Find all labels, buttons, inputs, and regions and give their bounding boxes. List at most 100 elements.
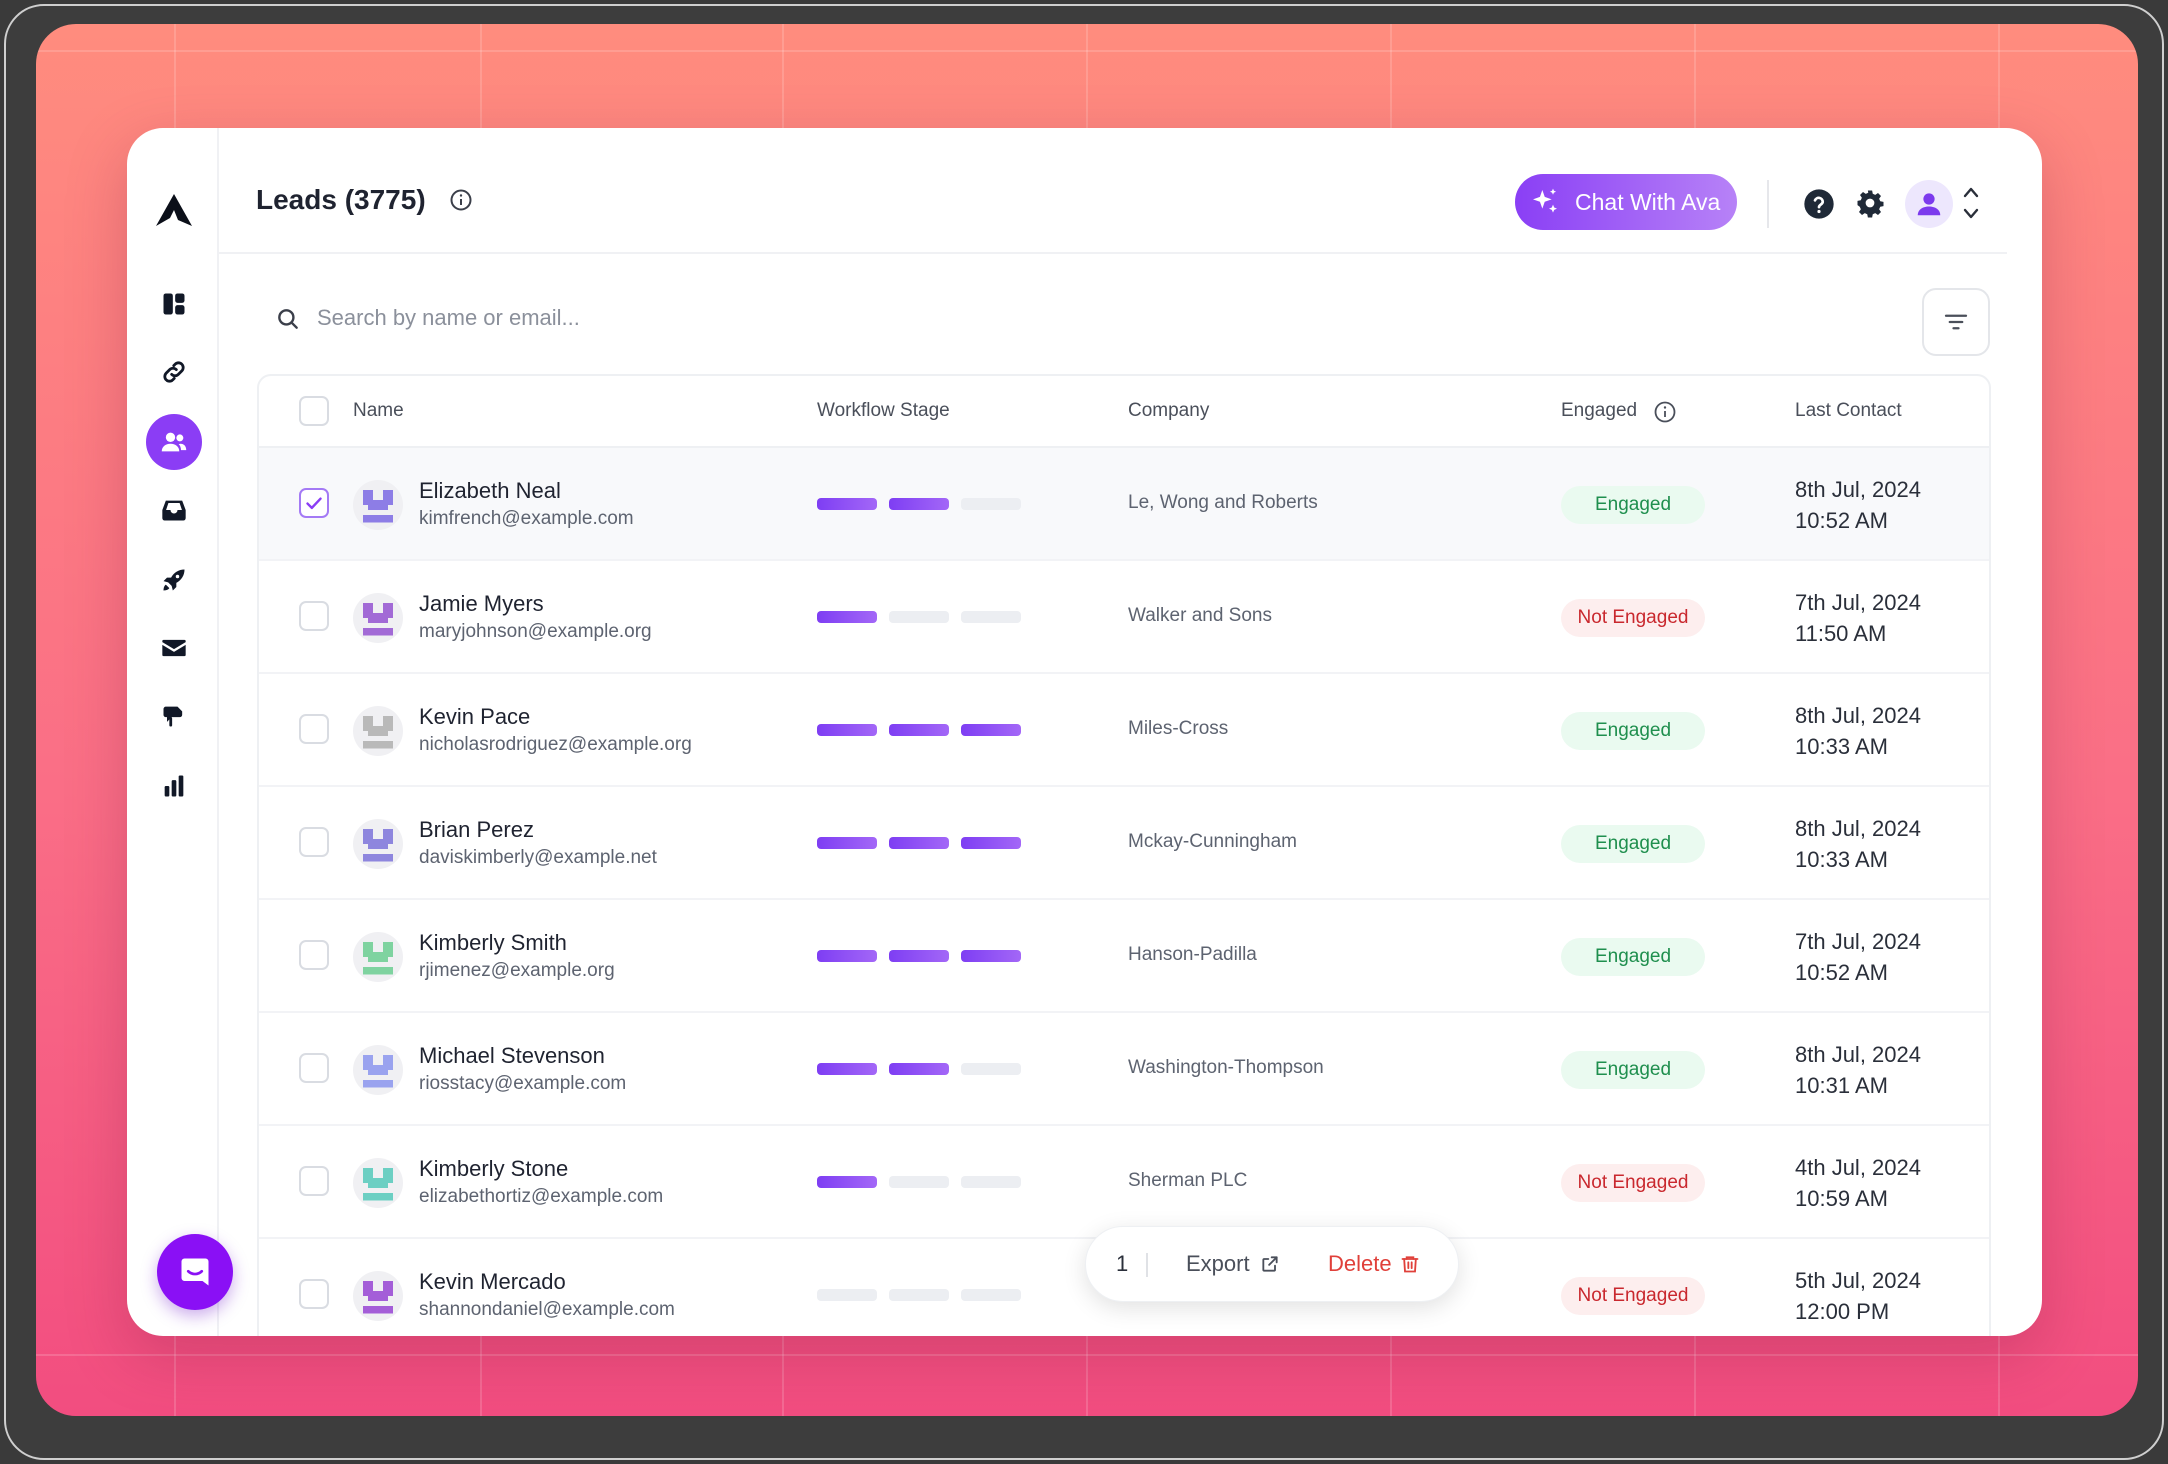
column-header-company[interactable]: Company: [1128, 400, 1210, 421]
company-name: Sherman PLC: [1128, 1170, 1248, 1191]
column-header-name[interactable]: Name: [353, 400, 404, 421]
last-contact-time: 10:52 AM: [1795, 508, 1888, 533]
workflow-stage-segment: [817, 837, 877, 849]
lead-name[interactable]: Kevin Pace: [419, 704, 531, 729]
last-contact-time: 10:33 AM: [1795, 847, 1888, 872]
last-contact: 4th Jul, 2024 10:59 AM: [1795, 1152, 1921, 1214]
workflow-stage-segment: [961, 611, 1021, 623]
row-checkbox[interactable]: [299, 488, 329, 518]
lead-avatar: [353, 480, 403, 530]
row-checkbox[interactable]: [299, 940, 329, 970]
action-bar-divider: [1146, 1253, 1148, 1277]
select-all-checkbox[interactable]: [299, 396, 329, 426]
company-name: Hanson-Padilla: [1128, 944, 1257, 965]
row-checkbox[interactable]: [299, 1053, 329, 1083]
table-row[interactable]: Kevin Mercado shannondaniel@example.com …: [259, 1239, 1989, 1336]
last-contact: 8th Jul, 2024 10:31 AM: [1795, 1039, 1921, 1101]
workflow-stage-segment: [817, 724, 877, 736]
delete-label: Delete: [1328, 1251, 1392, 1276]
workflow-stage-segment: [817, 1289, 877, 1301]
lead-name[interactable]: Michael Stevenson: [419, 1043, 605, 1068]
workflow-stage-progress: [817, 1063, 1021, 1075]
support-chat-button[interactable]: [157, 1234, 233, 1310]
workflow-stage-progress: [817, 950, 1021, 962]
grid-line: [36, 1354, 2138, 1356]
workflow-stage-progress: [817, 611, 1021, 623]
sidebar-item-mail[interactable]: [146, 620, 202, 676]
search-input[interactable]: [317, 296, 1317, 340]
table-row[interactable]: Kimberly Smith rjimenez@example.org Hans…: [259, 900, 1989, 1013]
filter-button[interactable]: [1922, 288, 1990, 356]
table-header: Name Workflow Stage Company Engaged Last…: [259, 376, 1989, 448]
workflow-stage-segment: [889, 724, 949, 736]
lead-name[interactable]: Kevin Mercado: [419, 1269, 566, 1294]
table-row[interactable]: Michael Stevenson riosstacy@example.com …: [259, 1013, 1989, 1126]
workflow-stage-segment: [961, 1176, 1021, 1188]
row-checkbox[interactable]: [299, 601, 329, 631]
info-icon[interactable]: [449, 188, 473, 212]
lead-email: shannondaniel@example.com: [419, 1299, 675, 1320]
app-logo-icon[interactable]: [154, 192, 194, 228]
leads-card: Leads (3775) Chat With Ava Name Workflow…: [127, 128, 2042, 1336]
engagement-badge: Engaged: [1561, 825, 1705, 863]
table-row[interactable]: Kevin Pace nicholasrodriguez@example.org…: [259, 674, 1989, 787]
sidebar-item-dashboard[interactable]: [146, 276, 202, 332]
sidebar-item-announcements[interactable]: [146, 688, 202, 744]
delete-button[interactable]: Delete: [1328, 1251, 1420, 1277]
workflow-stage-segment: [889, 1176, 949, 1188]
row-checkbox[interactable]: [299, 714, 329, 744]
export-label: Export: [1186, 1251, 1250, 1276]
workflow-stage-segment: [817, 950, 877, 962]
lead-avatar: [353, 1158, 403, 1208]
mail-icon: [162, 639, 186, 657]
last-contact: 7th Jul, 2024 10:52 AM: [1795, 926, 1921, 988]
last-contact: 8th Jul, 2024 10:33 AM: [1795, 813, 1921, 875]
engagement-badge: Not Engaged: [1561, 1164, 1705, 1202]
lead-name[interactable]: Jamie Myers: [419, 591, 544, 616]
sidebar-item-inbox[interactable]: [146, 482, 202, 538]
export-button[interactable]: Export: [1186, 1251, 1280, 1277]
column-header-engaged[interactable]: Engaged: [1561, 400, 1638, 421]
table-row[interactable]: Brian Perez daviskimberly@example.net Mc…: [259, 787, 1989, 900]
last-contact-date: 8th Jul, 2024: [1795, 477, 1921, 502]
row-checkbox[interactable]: [299, 1166, 329, 1196]
engaged-info-icon[interactable]: [1653, 400, 1677, 424]
workflow-stage-segment: [889, 1289, 949, 1301]
row-checkbox[interactable]: [299, 827, 329, 857]
workflow-stage-segment: [817, 498, 877, 510]
row-checkbox[interactable]: [299, 1279, 329, 1309]
inbox-icon: [162, 500, 186, 521]
workflow-stage-segment: [889, 950, 949, 962]
workflow-stage-segment: [961, 1063, 1021, 1075]
gear-icon[interactable]: [1855, 188, 1885, 218]
selected-count: 1: [1116, 1251, 1129, 1276]
header-divider: [1767, 180, 1769, 228]
sidebar-item-leads[interactable]: [146, 414, 202, 470]
lead-name[interactable]: Kimberly Stone: [419, 1156, 569, 1181]
lead-name[interactable]: Brian Perez: [419, 817, 534, 842]
column-header-last-contact[interactable]: Last Contact: [1795, 400, 1902, 421]
lead-name[interactable]: Kimberly Smith: [419, 930, 567, 955]
sidebar-item-analytics[interactable]: [146, 758, 202, 814]
sidebar-item-campaigns[interactable]: [146, 552, 202, 608]
help-icon[interactable]: [1803, 188, 1835, 220]
chat-with-ava-button[interactable]: Chat With Ava: [1515, 174, 1737, 230]
table-row[interactable]: Elizabeth Neal kimfrench@example.com Le,…: [259, 448, 1989, 561]
lead-email: rjimenez@example.org: [419, 960, 615, 981]
table-row[interactable]: Jamie Myers maryjohnson@example.org Walk…: [259, 561, 1989, 674]
chevron-updown-icon[interactable]: [1961, 184, 1981, 222]
user-avatar-button[interactable]: [1905, 180, 1953, 228]
sidebar: [127, 128, 233, 1336]
lead-name[interactable]: Elizabeth Neal: [419, 478, 561, 503]
column-header-workflow-stage[interactable]: Workflow Stage: [817, 400, 950, 421]
company-name: Washington-Thompson: [1128, 1057, 1324, 1078]
workflow-stage-segment: [889, 1063, 949, 1075]
company-name: Walker and Sons: [1128, 605, 1272, 626]
sidebar-item-links[interactable]: [146, 344, 202, 400]
lead-email: riosstacy@example.com: [419, 1073, 627, 1094]
search-icon: [278, 309, 298, 329]
engagement-badge: Engaged: [1561, 712, 1705, 750]
last-contact-date: 7th Jul, 2024: [1795, 929, 1921, 954]
workflow-stage-progress: [817, 724, 1021, 736]
table-row[interactable]: Kimberly Stone elizabethortiz@example.co…: [259, 1126, 1989, 1239]
